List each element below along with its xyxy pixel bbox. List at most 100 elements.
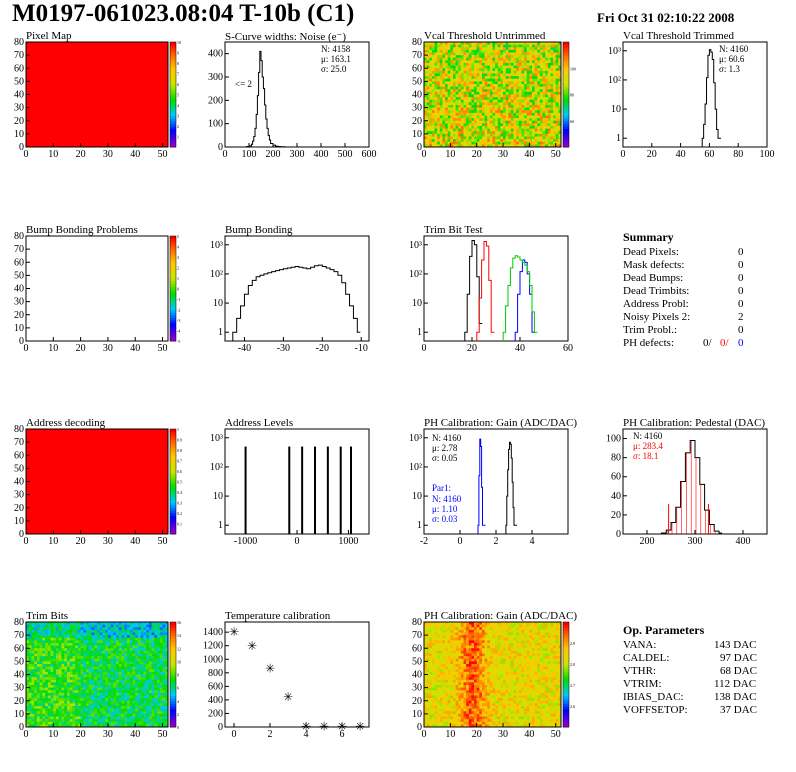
heatmap-cell	[45, 645, 49, 649]
heatmap-cell	[121, 677, 125, 681]
heatmap-cell	[151, 708, 155, 712]
heatmap-cell	[58, 671, 62, 675]
heatmap-cell	[429, 700, 433, 704]
heatmap-cell	[481, 141, 485, 145]
heatmap-cell	[474, 123, 477, 127]
panel-title: Address decoding	[26, 417, 106, 429]
heatmap-cell	[429, 49, 433, 53]
heatmap-cell	[492, 52, 496, 56]
heatmap-cell	[132, 622, 136, 625]
heatmap-cell	[479, 73, 483, 77]
heatmap-cell	[83, 724, 87, 728]
heatmap-cell	[479, 49, 483, 53]
heatmap-cell	[452, 110, 456, 114]
heatmap-cell	[463, 136, 467, 140]
heatmap-cell	[426, 78, 430, 82]
heatmap-cell	[542, 144, 546, 148]
heatmap-cell	[500, 63, 504, 66]
heatmap-cell	[476, 81, 480, 85]
heatmap-cell	[513, 70, 517, 74]
heatmap-cell	[450, 91, 454, 95]
heatmap-cell	[442, 89, 446, 93]
heatmap-cell	[50, 664, 54, 667]
op-param-label: VTHR:	[623, 665, 656, 677]
heatmap-cell	[159, 666, 163, 670]
heatmap-cell	[135, 679, 139, 683]
heatmap-cell	[439, 126, 443, 129]
heatmap-cell	[165, 687, 169, 691]
heatmap-cell	[26, 690, 30, 694]
heatmap-cell	[129, 666, 133, 670]
heatmap-cell	[553, 44, 557, 48]
heatmap-cell	[426, 91, 430, 95]
heatmap-cell	[61, 671, 65, 675]
heatmap-cell	[495, 84, 499, 87]
heatmap-cell	[53, 669, 57, 673]
heatmap-cell	[61, 687, 65, 691]
heatmap-cell	[510, 110, 514, 114]
heatmap-cell	[455, 42, 459, 45]
heatmap-cell	[505, 81, 509, 85]
heatmap-cell	[447, 105, 451, 108]
heatmap-cell	[526, 78, 530, 82]
heatmap-cell	[424, 706, 427, 709]
heatmap-cell	[69, 635, 73, 639]
colorbar-cell	[170, 513, 176, 517]
heatmap-cell	[497, 81, 501, 85]
heatmap-cell	[50, 656, 54, 660]
heatmap-cell	[429, 47, 433, 51]
heatmap-cell	[505, 63, 509, 66]
heatmap-cell	[424, 708, 427, 712]
heatmap-cell	[31, 721, 35, 725]
heatmap-cell	[45, 711, 49, 715]
heatmap-cell	[431, 73, 435, 77]
heatmap-cell	[442, 126, 446, 129]
heatmap-cell	[107, 724, 111, 728]
heatmap-cell	[476, 107, 480, 111]
heatmap-cell	[162, 653, 166, 657]
heatmap-cell	[116, 677, 120, 681]
heatmap-cell	[102, 695, 106, 699]
heatmap-cell	[91, 674, 95, 678]
heatmap-cell	[547, 44, 551, 48]
heatmap-cell	[476, 131, 480, 135]
heatmap-cell	[45, 653, 49, 657]
heatmap-cell	[503, 89, 506, 93]
heatmap-cell	[47, 698, 51, 702]
heatmap-cell	[83, 692, 87, 696]
heatmap-cell	[452, 89, 456, 93]
heatmap-cell	[151, 721, 155, 725]
heatmap-cell	[463, 126, 467, 129]
heatmap-cell	[61, 666, 65, 670]
heatmap-cell	[518, 136, 522, 140]
heatmap-cell	[151, 658, 155, 662]
heatmap-cell	[162, 664, 166, 667]
heatmap-cell	[426, 128, 430, 132]
heatmap-cell	[426, 136, 430, 140]
heatmap-cell	[135, 650, 139, 654]
heatmap-cell	[503, 55, 506, 59]
heatmap-cell	[426, 70, 430, 74]
heatmap-cell	[510, 68, 514, 72]
heatmap-cell	[140, 685, 144, 688]
heatmap-cell	[113, 661, 117, 665]
heatmap-cell	[157, 635, 161, 639]
heatmap-cell	[481, 136, 485, 140]
heatmap-cell	[545, 57, 549, 61]
heatmap-cell	[42, 629, 46, 633]
heatmap-cell	[545, 123, 549, 127]
heatmap-cell	[429, 703, 433, 707]
heatmap-cell	[56, 687, 60, 691]
heatmap-cell	[542, 73, 546, 77]
heatmap-cell	[450, 99, 454, 103]
heatmap-cell	[429, 128, 433, 132]
heatmap-cell	[484, 141, 488, 145]
heatmap-cell	[424, 622, 427, 625]
colorbar-cell	[170, 431, 176, 435]
heatmap-cell	[492, 55, 496, 59]
heatmap-cell	[458, 102, 462, 106]
heatmap-cell	[468, 102, 472, 106]
heatmap-cell	[558, 123, 562, 127]
heatmap-cell	[148, 632, 152, 636]
heatmap-cell	[532, 99, 535, 103]
